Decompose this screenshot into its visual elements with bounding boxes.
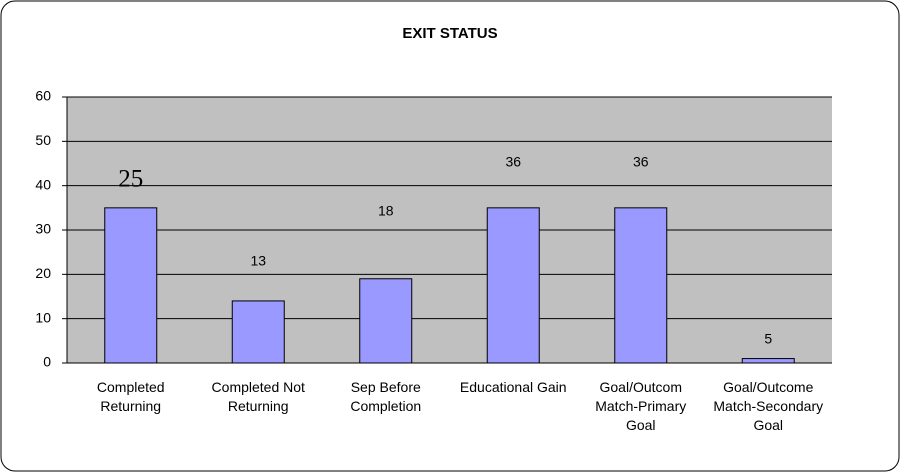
y-tick-label: 60	[35, 88, 51, 104]
y-tick-label: 30	[35, 221, 51, 237]
x-tick-label: Educational Gain	[459, 379, 567, 395]
bar	[359, 278, 413, 364]
bar	[741, 358, 795, 364]
bar	[104, 207, 158, 364]
annotation: 13	[250, 253, 266, 269]
chart-title: EXIT STATUS	[402, 25, 497, 42]
annotation: 36	[505, 154, 521, 170]
annotation: 5	[764, 331, 772, 347]
y-tick-label: 10	[35, 309, 51, 325]
y-tick-label: 50	[35, 132, 51, 148]
y-tick-label: 40	[35, 176, 51, 192]
x-tick-label: Completed Returning	[96, 379, 165, 414]
y-tick-label: 20	[35, 265, 51, 281]
x-tick-label: Sep Before Completion	[350, 379, 422, 414]
annotation: 25	[118, 166, 143, 193]
bar	[231, 300, 285, 364]
x-tick-label: Goal/Outcome Match-Secondary Goal	[713, 379, 824, 433]
annotation: 36	[633, 154, 649, 170]
bar	[614, 207, 668, 364]
bar	[486, 207, 540, 364]
x-tick-label: Completed Not Returning	[211, 379, 305, 414]
y-tick-label: 0	[43, 354, 51, 370]
annotation: 18	[378, 203, 394, 219]
x-tick-label: Goal/Outcom Match-Primary Goal	[595, 379, 687, 433]
